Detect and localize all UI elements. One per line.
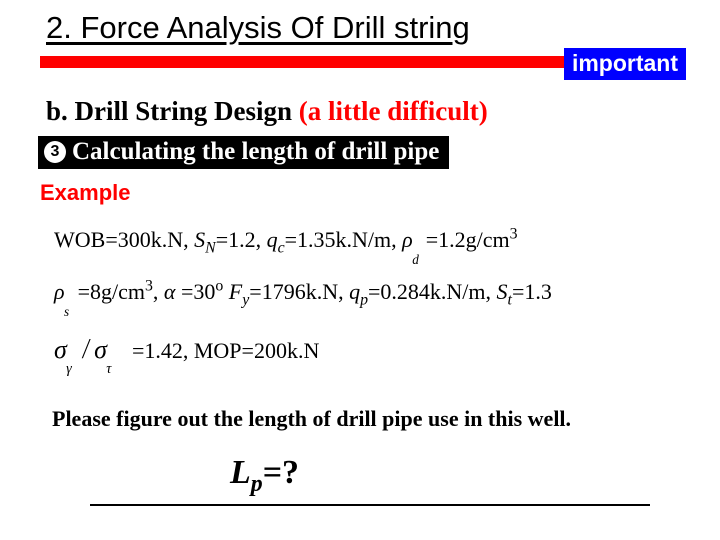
rhod-symbol: ρ [402,218,413,262]
sigma-tau: σ [94,324,107,376]
rhos-sup: 3 [145,278,153,295]
prompt-text: Please figure out the length of drill pi… [52,406,672,432]
wob-value: 300k.N, [118,227,194,252]
step-number-circle: 3 [44,141,66,163]
sigma-gamma: σ [54,324,67,376]
rhod-eq: =1.2g/cm [426,227,510,252]
qc-eq: =1.35k.N/m, [285,227,403,252]
fy-eq: =1796k.N, [249,279,349,304]
rhod-sup: 3 [510,226,518,243]
fy-var: F [229,279,242,304]
gap-2: , [153,279,164,304]
subtitle-red: (a little difficult) [299,96,488,126]
ratio-eq: =1.42, [132,338,194,363]
slide-title: 2. Force Analysis Of Drill string [46,10,470,46]
answer-var: Lp=? [230,454,299,498]
parameters-block: WOB=300k.N, SN=1.2, qc=1.35k.N/m, ρ =1.2… [54,218,552,384]
qc-sub: c [278,239,285,256]
sigma-ratio: σ / σ [54,322,118,378]
param-row-1: WOB=300k.N, SN=1.2, qc=1.35k.N/m, ρ =1.2… [54,218,552,264]
param-row-3: σ / σ =1.42, MOP=200k.N [54,322,552,378]
important-badge: important [564,48,686,80]
qc-var: q [267,227,278,252]
answer-eq: =? [263,454,299,491]
mop: MOP=200k.N [194,338,319,363]
subtitle: b. Drill String Design (a little difficu… [46,96,488,127]
step-text: Calculating the length of drill pipe [72,138,439,166]
step-box: 3 Calculating the length of drill pipe [38,136,449,169]
bottom-rule [90,504,650,506]
param-row-2: ρ =8g/cm3, α =30o Fy=1796k.N, qp=0.284k.… [54,270,552,316]
rhos-symbol: ρ [54,270,65,314]
wob-label: WOB= [54,227,118,252]
qp-sub: p [360,291,368,308]
alpha-eq: =30 [181,279,215,304]
subtitle-prefix: b. Drill String Design [46,96,299,126]
answer-sub-p: p [251,471,263,497]
example-label: Example [40,180,131,206]
answer-L: L [230,454,251,491]
sn-eq: =1.2, [216,227,267,252]
qp-var: q [349,279,360,304]
ratio-slash: / [83,322,89,378]
sn-sub: N [205,239,216,256]
st-var: S [497,279,508,304]
st-eq: =1.3 [512,279,552,304]
alpha-symbol: α [164,279,176,304]
rhos-eq: =8g/cm [78,279,145,304]
qp-eq: =0.284k.N/m, [368,279,497,304]
sn-var: S [194,227,205,252]
